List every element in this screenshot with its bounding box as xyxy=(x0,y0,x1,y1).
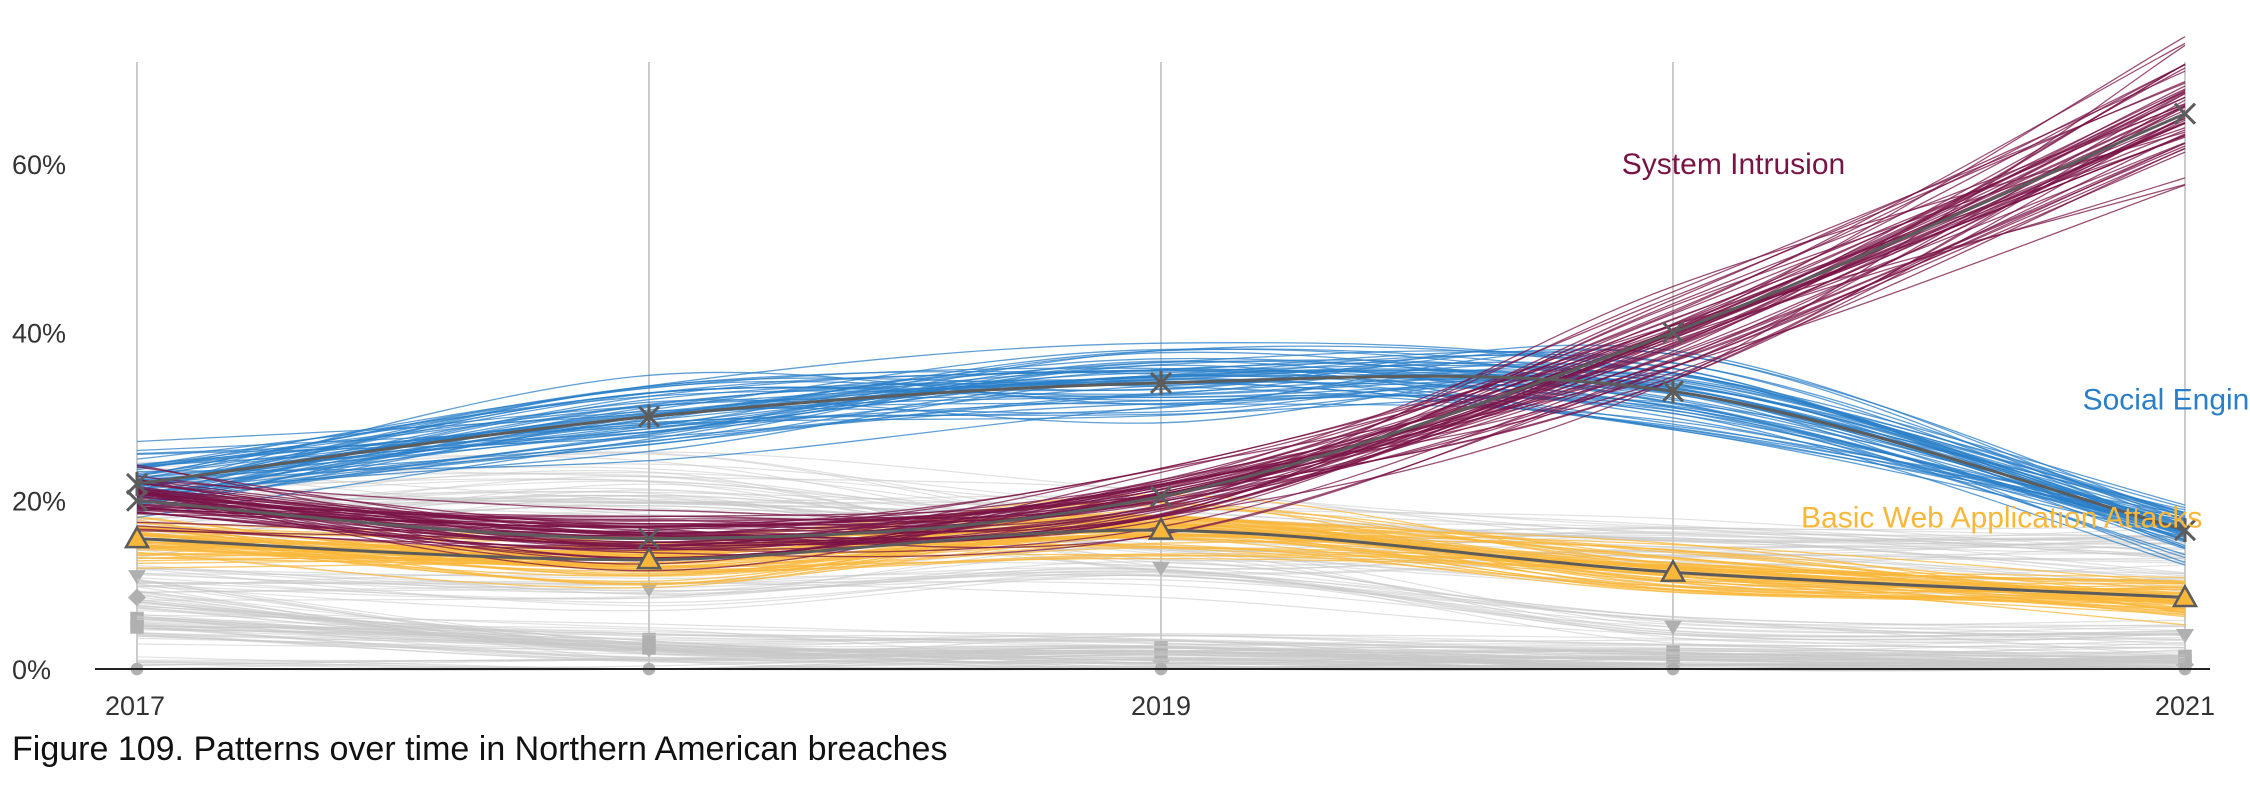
background-series-3-strand xyxy=(136,580,2186,638)
series-labels: System Intrusion Social Engineering Basic … xyxy=(1622,148,2250,534)
basic-web-application-attacks-point xyxy=(635,546,663,570)
system-intrusion-bundle-strand xyxy=(136,63,2186,537)
system-intrusion-point xyxy=(1149,485,1173,508)
system-intrusion-bundle xyxy=(136,36,2186,572)
background-point xyxy=(1664,620,1682,636)
social-engineering-bundle-strand xyxy=(136,348,2186,518)
social-engineering-point xyxy=(1149,370,1173,395)
background-series-2-strand xyxy=(136,487,2186,575)
background-series-7-strand xyxy=(136,659,2186,670)
system-intrusion-point xyxy=(125,489,149,512)
background-point xyxy=(130,620,144,634)
background-point xyxy=(642,641,656,655)
social-engineering-bundle-strand xyxy=(136,383,2186,520)
y-tick-label: 0% xyxy=(12,655,51,685)
system-intrusion-bundle-strand xyxy=(136,63,2186,519)
x-tick-label: 2021 xyxy=(2155,691,2215,721)
basic-web-application-attacks-point xyxy=(1147,516,1175,540)
y-tick-label: 20% xyxy=(12,487,66,517)
background-point xyxy=(128,588,146,607)
figure-caption: Figure 109. Patterns over time in Northe… xyxy=(12,730,948,768)
social-engineering-point xyxy=(637,404,661,429)
social-engineering-bundle-strand xyxy=(136,374,2186,549)
background-series-1-strand xyxy=(136,451,2186,531)
x-tick-label: 2019 xyxy=(1131,691,1191,721)
system-intrusion-label: System Intrusion xyxy=(1622,148,1845,181)
highlighted-series xyxy=(123,36,2199,626)
system-intrusion-bundle-strand xyxy=(136,127,2186,542)
social-engineering-point xyxy=(125,471,149,496)
system-intrusion-point xyxy=(637,527,661,550)
system-intrusion-point xyxy=(2173,102,2197,125)
basic-web-application-attacks-label: Basic Web Application Attacks xyxy=(1801,502,2202,535)
axes: 0% 20% 40% 60% 2017 2019 2021 xyxy=(12,150,2215,721)
background-series-3-strand xyxy=(136,574,2186,645)
system-intrusion-bundle-strand xyxy=(136,142,2186,562)
system-intrusion-point xyxy=(1661,321,1685,344)
basic-web-application-attacks-bundle-strand xyxy=(136,545,2186,602)
basic-web-application-attacks-point xyxy=(123,525,151,549)
social-engineering-point xyxy=(1661,379,1685,404)
system-intrusion-bundle-strand xyxy=(136,142,2186,559)
social-engineering-bundle-strand xyxy=(136,359,2186,519)
x-tick-label: 2017 xyxy=(105,691,165,721)
social-engineering-label: Social Engineering xyxy=(2083,384,2250,417)
background-point xyxy=(640,582,658,598)
basic-web-application-attacks-point xyxy=(2171,583,2199,608)
breach-patterns-chart: 0% 20% 40% 60% 2017 2019 2021 System Intrusion… xyxy=(12,36,2250,721)
system-intrusion-bundle-strand xyxy=(136,122,2186,540)
social-engineering-bundle-strand xyxy=(136,351,2186,538)
background-series-6-strand xyxy=(136,625,2186,672)
system-intrusion-bundle-strand xyxy=(136,184,2186,544)
background-point xyxy=(2176,629,2194,644)
background-point xyxy=(1152,561,1170,577)
y-tick-label: 40% xyxy=(12,318,66,348)
system-intrusion-bundle-strand xyxy=(136,136,2186,539)
social-engineering-point xyxy=(2173,518,2197,543)
background-series-7-strand xyxy=(136,654,2186,671)
system-intrusion-bundle-strand xyxy=(136,81,2186,528)
background-point xyxy=(128,570,146,585)
basic-web-application-attacks-point xyxy=(1659,558,1687,582)
y-tick-label: 60% xyxy=(12,150,66,180)
social-engineering-bundle-strand xyxy=(136,371,2186,530)
social-engineering-bundle-strand xyxy=(136,367,2186,533)
